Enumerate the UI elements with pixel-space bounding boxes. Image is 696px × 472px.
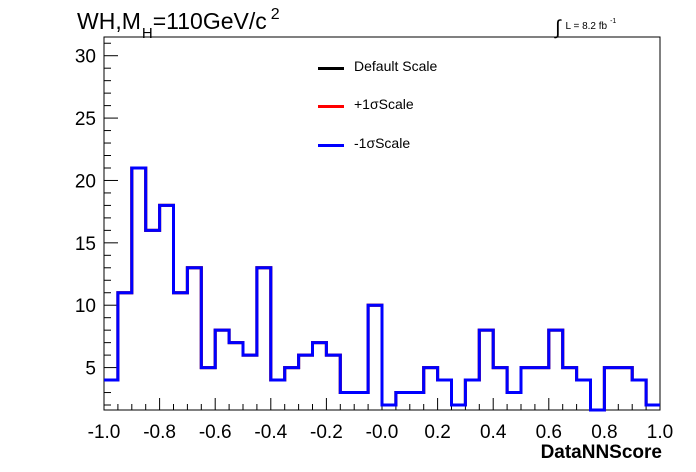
legend-entry-plus1sigma: +1σScale bbox=[318, 94, 518, 118]
x-tick-label: -0.4 bbox=[254, 422, 287, 443]
legend-line-default bbox=[318, 67, 344, 70]
y-axis-ticks: 5 10 15 20 25 30 bbox=[75, 42, 118, 406]
x-tick-label: 0.4 bbox=[480, 422, 507, 443]
y-tick-label: 5 bbox=[85, 359, 96, 380]
x-tick-label: -0.6 bbox=[199, 422, 232, 443]
y-tick-label: 20 bbox=[75, 171, 96, 192]
x-tick-label: 1.0 bbox=[647, 422, 673, 443]
x-axis-ticks: -1.0 -0.8 -0.6 -0.4 -0.2 -0.0 0.2 0.4 0.6 0.8 1.0 bbox=[88, 398, 673, 443]
series-2-histogram bbox=[104, 166, 660, 412]
x-tick-label: 0.6 bbox=[536, 422, 562, 443]
legend-line-plus1sigma bbox=[318, 105, 344, 108]
legend-entry-minus1sigma: -1σScale bbox=[318, 133, 518, 157]
y-tick-label: 15 bbox=[75, 234, 96, 255]
x-tick-label: -1.0 bbox=[88, 422, 121, 443]
legend-label-minus1sigma: -1σScale bbox=[354, 135, 411, 151]
x-axis-label: DataNNScore bbox=[540, 442, 662, 463]
y-tick-label: 10 bbox=[75, 296, 96, 317]
x-tick-label: 0.2 bbox=[424, 422, 450, 443]
y-tick-label: 30 bbox=[75, 47, 96, 68]
legend-label-default: Default Scale bbox=[354, 58, 438, 74]
x-tick-label: -0.2 bbox=[310, 422, 343, 443]
legend-entry-default: Default Scale bbox=[318, 56, 518, 80]
legend-label-plus1sigma: +1σScale bbox=[354, 96, 414, 112]
luminosity-label: ∫ L = 8.2 fb -1 bbox=[555, 17, 617, 39]
y-tick-label: 25 bbox=[75, 109, 96, 130]
x-tick-label: -0.0 bbox=[366, 422, 399, 443]
histogram-series bbox=[104, 166, 660, 412]
chart-title: WH,MH=110GeV/c 2 bbox=[77, 6, 280, 42]
x-tick-label: -0.8 bbox=[143, 422, 176, 443]
legend-line-minus1sigma bbox=[318, 144, 344, 147]
x-tick-label: 0.8 bbox=[591, 422, 617, 443]
